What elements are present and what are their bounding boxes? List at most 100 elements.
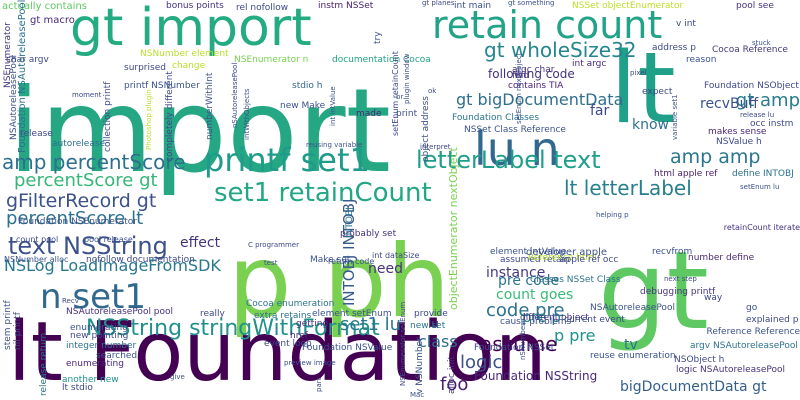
word: go [746, 303, 758, 313]
word: int argc [572, 59, 607, 69]
word: amp amp [670, 146, 761, 168]
word: Reference Reference [706, 327, 800, 337]
word: next step [664, 275, 697, 283]
word: probably set [340, 229, 397, 239]
word: lt stdio [62, 383, 93, 393]
word: effect [180, 235, 221, 251]
word: release lu [740, 111, 775, 119]
word: n set1 [40, 277, 146, 317]
word: argc char [512, 65, 555, 75]
word: gt import [70, 0, 312, 58]
word: import [8, 64, 392, 199]
word: far [590, 103, 610, 119]
word: INTOBJ [345, 207, 355, 238]
word: retainCount iterate [723, 223, 800, 232]
word: foo [440, 374, 469, 395]
word: way [704, 293, 723, 303]
word: gt wholeSize32 [484, 38, 637, 62]
word: Foundation Classes [452, 113, 540, 123]
word: element setEnum [312, 309, 392, 319]
word: numberWithInt [205, 72, 215, 140]
word: gt amp [735, 90, 800, 111]
word: made [356, 109, 382, 119]
word: provide [414, 309, 448, 319]
word: C programmer [248, 241, 299, 249]
word: test [264, 259, 278, 267]
word: class [418, 332, 458, 351]
word: Foundation NSEnumerator [18, 217, 137, 227]
word: int intValue [329, 86, 337, 126]
word: href [290, 331, 308, 341]
word: print [396, 109, 418, 119]
word: alloc init [447, 355, 457, 394]
word: text NSString [8, 232, 168, 260]
word: integer number [66, 341, 137, 351]
word: bigDocumentData gt [620, 379, 767, 395]
word: nofollow documentation [86, 255, 195, 265]
word: assume [480, 332, 558, 356]
word: lt letterLabel [564, 176, 692, 200]
word: number define [688, 253, 755, 263]
word: element intValue [490, 247, 567, 257]
word: NSEnumerator setEnum [399, 301, 407, 386]
word: stuck [752, 39, 771, 47]
word: gt planes [422, 0, 455, 7]
word: Reference html [528, 253, 597, 263]
word: v NSNumber [415, 337, 425, 394]
word: autorelease [52, 139, 106, 149]
word: preview image [284, 359, 336, 367]
word: need [368, 261, 403, 277]
word: v int [676, 19, 696, 29]
word: new set [410, 321, 446, 331]
word: code pre [486, 300, 565, 321]
word: NSObject h [674, 355, 725, 365]
word: stdio h [292, 81, 323, 91]
word: logic [460, 352, 503, 373]
word: define INTOBJ [732, 169, 794, 179]
word: NSNumber element [140, 49, 229, 59]
word: reusing variable [306, 141, 363, 149]
word: percentScore gt [14, 170, 158, 191]
word: extra retains [254, 311, 312, 321]
word: Foundation NSAutoreleasePool [17, 0, 28, 154]
word: NSNumber alloc [4, 255, 69, 264]
word: give [170, 373, 185, 381]
word: count pool [16, 235, 59, 244]
word: recvBuff [700, 96, 759, 112]
word: new pointing [70, 331, 129, 341]
word: different object [520, 313, 589, 323]
word: lt Foundation [8, 305, 547, 400]
word: NSAutoreleasePool pool [66, 307, 174, 317]
word: plugin window [403, 53, 411, 104]
word: change [172, 61, 206, 71]
word: Foundation NSObject [704, 81, 799, 91]
word: documentation Cocoa [332, 55, 431, 65]
word: NSLog LoadImageFromSDK [4, 256, 221, 275]
word: intWithObjects [243, 88, 251, 140]
word: amp percentScore [2, 150, 186, 174]
word: NSSet objectEnumerator [572, 1, 684, 11]
word: return code [328, 257, 375, 266]
word: setEnum lu [740, 183, 780, 191]
word: printf NSNumber [124, 81, 200, 91]
word: find [512, 71, 530, 81]
word: percentScore lt [6, 208, 144, 229]
word: Cocoa Reference [712, 45, 788, 55]
word: pool release [84, 235, 133, 244]
word: NSSet Class Reference [464, 125, 566, 135]
word: nSNumber [519, 323, 527, 360]
word: instm NSSet [318, 1, 374, 11]
word: gFilterRecord gt [6, 190, 157, 212]
word: bonus points [166, 1, 224, 11]
word: apple ref occ [560, 255, 619, 265]
word: gt bigDocumentData [456, 90, 624, 109]
word: release return [39, 332, 49, 396]
word: assumed retain [500, 255, 570, 265]
word: Cocoa enumeration [246, 299, 335, 309]
word: actually contains [2, 1, 87, 12]
word: occ instm [750, 119, 794, 129]
word: really [200, 309, 225, 319]
word: Mac [410, 391, 425, 399]
word: interpret [420, 143, 451, 151]
